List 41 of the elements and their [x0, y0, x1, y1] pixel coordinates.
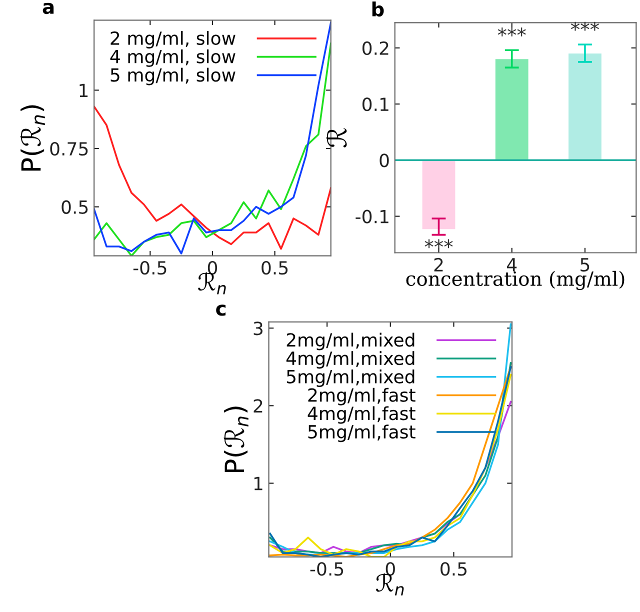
bar — [495, 59, 528, 160]
annotation: *** — [424, 239, 453, 248]
y-axis-title: ℛ — [326, 128, 347, 148]
x-tick-label: -0.5 — [310, 562, 344, 576]
y-tick-label: 3 — [254, 322, 262, 336]
y-tick-label: -0.1 — [356, 210, 388, 224]
x-tick-label: -0.5 — [133, 260, 166, 275]
x-axis-title: ℛ$_{n}$ — [198, 272, 226, 294]
x-tick-label: 2 — [434, 258, 443, 272]
x-axis-title: concentration (mg/ml) — [406, 270, 624, 290]
legend-label: 4 mg/ml, slow — [110, 49, 236, 67]
annotation: *** — [570, 22, 599, 31]
chart-title: c — [216, 304, 226, 316]
legend-label: 5 mg/ml, slow — [110, 68, 236, 86]
y-tick-label: 2 — [254, 399, 262, 413]
legend-label: 4mg/ml,mixed — [286, 351, 414, 369]
chart-title: a — [42, 2, 54, 14]
legend-label: 5mg/ml,mixed — [286, 370, 414, 387]
y-axis-title: P(ℛ$_{n}$) — [20, 105, 45, 171]
y-axis-title: P(ℛ$_{n}$) — [224, 406, 248, 472]
annotation: *** — [498, 28, 526, 36]
y-tick-label: 1 — [254, 476, 262, 490]
legend-label: 2mg/ml,fast — [308, 388, 416, 406]
line-series — [269, 323, 512, 556]
y-tick-label: 1 — [80, 84, 88, 98]
legend-label: 2 mg/ml, slow — [110, 31, 236, 49]
y-tick-label: 0.1 — [362, 97, 388, 112]
y-tick-label: 0.2 — [362, 41, 388, 56]
x-tick-label: 0 — [208, 260, 218, 275]
chart-title: b — [372, 2, 384, 17]
x-tick-label: 5 — [580, 258, 590, 272]
y-tick-label: 0 — [380, 154, 389, 168]
legend-label: 5mg/ml,fast — [308, 424, 416, 442]
y-tick-label: 0.75 — [50, 142, 88, 156]
legend-label: 4mg/ml,fast — [308, 406, 416, 424]
bar — [422, 160, 456, 230]
bar — [568, 54, 602, 160]
legend-label: 2mg/ml,mixed — [286, 332, 414, 350]
x-tick-label: 4 — [507, 258, 517, 272]
x-tick-label: 0.5 — [440, 562, 467, 576]
y-tick-label: 0.5 — [62, 200, 88, 214]
